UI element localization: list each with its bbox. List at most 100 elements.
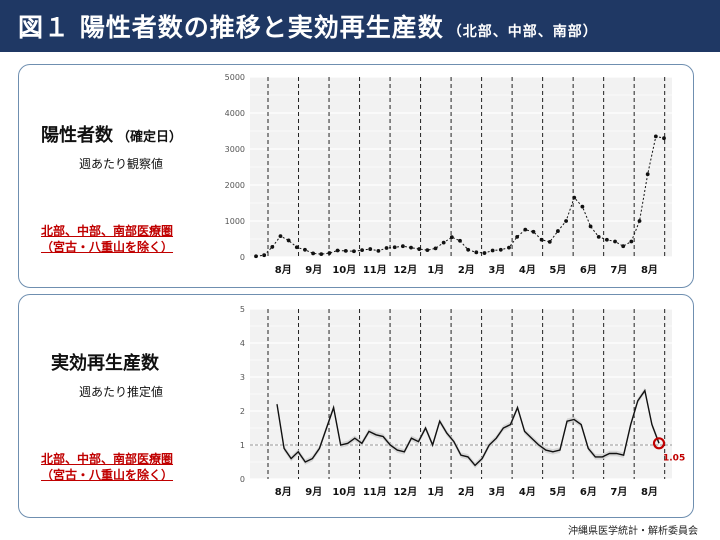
reproduction-number-title: 実効再生産数 [51, 353, 159, 374]
page-title: 図１ 陽性者数の推移と実効再生産数 （北部、中部、南部） [18, 8, 598, 44]
x-tick-label: 2月 [458, 486, 475, 498]
data-point [254, 254, 258, 259]
data-point [662, 136, 666, 141]
data-point [303, 247, 307, 252]
data-point [311, 251, 316, 256]
data-point [376, 248, 381, 253]
data-point [262, 253, 267, 258]
data-point [384, 246, 389, 250]
x-tick-label: 6月 [580, 264, 597, 276]
y-tick-label: 0 [240, 253, 245, 262]
data-point [286, 238, 291, 243]
x-tick-label: 11月 [363, 486, 387, 498]
y-tick-label: 5 [240, 305, 245, 314]
data-point [547, 239, 552, 244]
title-banner: 図１ 陽性者数の推移と実効再生産数 （北部、中部、南部） [0, 0, 720, 52]
data-point [613, 239, 617, 244]
x-tick-label: 2月 [458, 264, 475, 276]
data-point [515, 234, 520, 239]
y-tick-label: 3000 [225, 145, 245, 154]
data-point [441, 240, 446, 245]
data-point [352, 249, 356, 254]
reproduction-number-region-note: 北部、中部、南部医療圏 （宮古・八重山を除く） [41, 451, 173, 483]
data-point [572, 195, 577, 200]
data-point [327, 251, 332, 255]
x-tick-label: 4月 [519, 264, 536, 276]
data-point [343, 248, 348, 253]
data-point [409, 245, 413, 250]
positive-cases-panel: 陽性者数 （確定日） 週あたり観察値 北部、中部、南部医療圏 （宮古・八重山を除く… [18, 64, 694, 288]
data-point [278, 234, 283, 239]
footer-credit: 沖縄県医学統計・解析委員会 [568, 526, 698, 537]
x-tick-label: 9月 [305, 264, 322, 276]
x-tick-label: 1月 [427, 486, 444, 498]
data-point [335, 248, 340, 253]
y-tick-label: 4 [240, 339, 245, 348]
data-point [425, 248, 430, 253]
data-point [539, 237, 544, 242]
x-tick-label: 8月 [641, 264, 658, 276]
data-point [645, 172, 650, 177]
x-tick-label: 5月 [549, 486, 566, 498]
positive-cases-region-note: 北部、中部、南部医療圏 （宮古・八重山を除く） [41, 223, 173, 255]
data-point [294, 245, 299, 250]
region-note-line1: 北部、中部、南部医療圏 [41, 224, 174, 238]
region-note-line2: （宮古・八重山を除く） [41, 240, 174, 254]
data-point [621, 244, 626, 249]
data-point [564, 219, 568, 223]
x-tick-label: 8月 [275, 486, 292, 498]
x-tick-label: 4月 [519, 486, 536, 498]
y-tick-label: 4000 [225, 109, 245, 118]
data-point [596, 234, 601, 239]
data-point [482, 251, 487, 255]
data-point [417, 247, 422, 251]
positive-cases-description: 週あたり観察値 [79, 157, 164, 171]
data-point [653, 134, 658, 139]
y-tick-label: 0 [240, 475, 245, 484]
x-tick-label: 10月 [332, 264, 356, 276]
x-tick-label: 1月 [427, 264, 444, 276]
data-point [458, 238, 462, 243]
data-point [629, 239, 634, 244]
y-tick-label: 3 [240, 373, 245, 382]
data-point [507, 245, 511, 250]
x-tick-label: 8月 [641, 486, 658, 498]
data-point [498, 247, 503, 252]
data-point [531, 229, 536, 234]
data-point [466, 247, 471, 252]
x-tick-label: 3月 [488, 264, 505, 276]
data-point [400, 244, 405, 249]
series-line [276, 388, 660, 467]
x-tick-label: 10月 [332, 486, 356, 498]
data-point [580, 204, 585, 209]
data-point [604, 237, 609, 242]
latest-value-marker [652, 437, 666, 450]
reproduction-number-description: 週あたり推定値 [79, 385, 164, 399]
reproduction-number-panel: 実効再生産数 週あたり推定値 北部、中部、南部医療圏 （宮古・八重山を除く） 0… [18, 294, 694, 518]
x-tick-label: 7月 [610, 264, 627, 276]
x-tick-label: 5月 [549, 264, 566, 276]
data-point [474, 250, 479, 255]
page-subtitle: （北部、中部、南部） [447, 24, 598, 40]
data-point [556, 229, 560, 233]
latest-value-label: 1.05 [663, 453, 685, 463]
y-tick-label: 5000 [225, 73, 245, 82]
positive-cases-chart: 0 1000 2000 3000 4000 5000 8月 9月 10月 11月 12月 1月 2月 3月… [225, 73, 672, 276]
data-point [392, 245, 397, 250]
data-point [319, 252, 324, 257]
data-point [449, 235, 454, 240]
y-tick-label: 2 [240, 407, 245, 416]
data-point [523, 227, 528, 232]
y-tick-label: 1000 [225, 217, 245, 226]
x-tick-label: 11月 [363, 264, 387, 276]
positive-cases-title-suffix: （確定日） [117, 130, 183, 145]
region-note-line2: （宮古・八重山を除く） [41, 468, 174, 482]
x-tick-label: 12月 [393, 486, 417, 498]
positive-cases-title: 陽性者数 （確定日） [41, 121, 182, 147]
series-line [255, 135, 665, 257]
data-point [433, 246, 438, 251]
data-point [637, 219, 642, 223]
page-title-text: 図１ 陽性者数の推移と実効再生産数 [18, 13, 444, 42]
positive-cases-title-text: 陽性者数 [41, 125, 113, 146]
data-point [588, 224, 593, 229]
